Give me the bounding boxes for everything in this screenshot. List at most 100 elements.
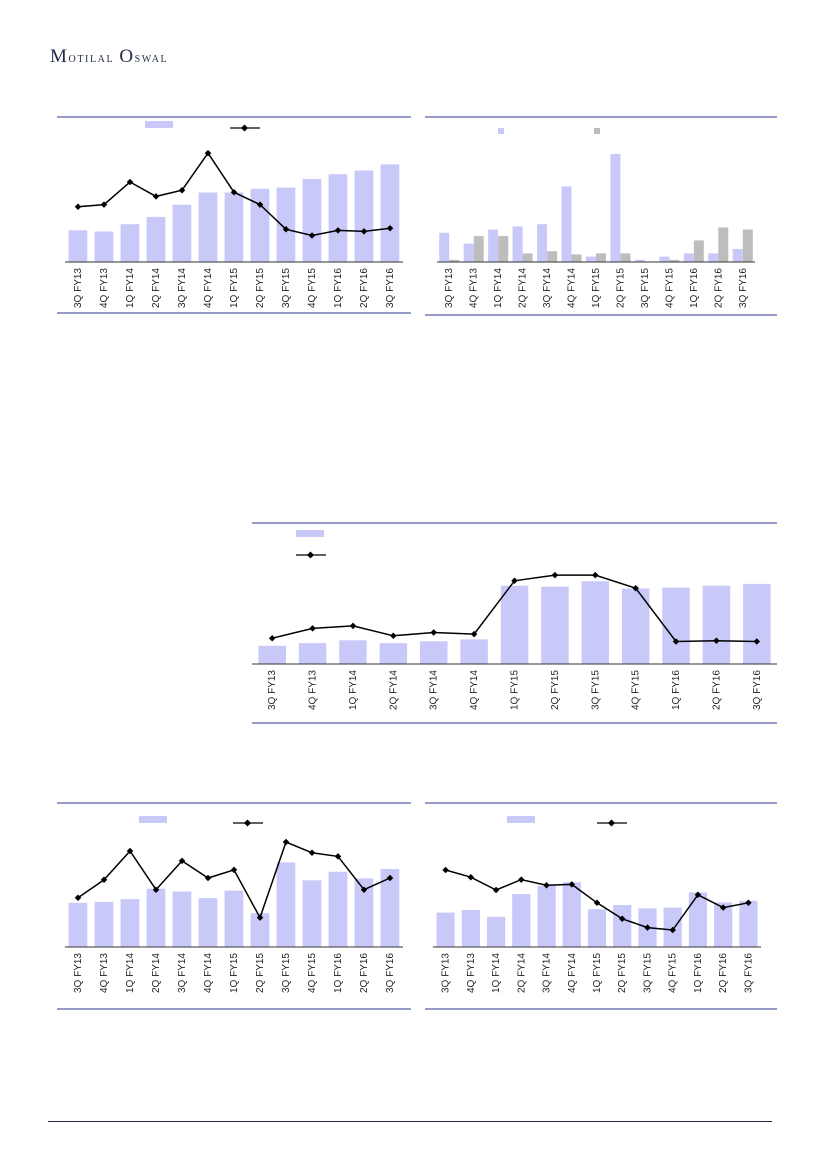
bar <box>460 639 488 664</box>
x-tick-label: 1Q FY16 <box>689 268 700 308</box>
x-tick-label: 2Q FY14 <box>151 953 162 993</box>
x-tick-label: 3Q FY15 <box>640 268 651 308</box>
line-point <box>467 873 475 881</box>
bar <box>659 256 670 262</box>
bar <box>702 585 731 664</box>
x-tick-label: 3Q FY15 <box>281 268 292 308</box>
x-tick-label: 4Q FY14 <box>567 953 578 993</box>
x-tick-label: 4Q FY14 <box>567 268 578 308</box>
bar <box>198 192 218 262</box>
line-point <box>492 886 500 894</box>
bar <box>339 640 367 664</box>
bar <box>380 164 400 262</box>
bar <box>581 581 609 664</box>
x-tick-label: 2Q FY15 <box>617 953 628 993</box>
x-tick-label: 2Q FY14 <box>151 268 162 308</box>
brand-initial-o: O <box>119 46 135 67</box>
legend-bar-swatch <box>296 530 324 537</box>
bar-secondary <box>596 253 606 262</box>
bar <box>487 916 506 947</box>
bar-secondary <box>449 259 460 262</box>
legend-bar-swatch <box>507 816 535 823</box>
x-tick-label: 2Q FY15 <box>255 268 266 308</box>
page-bottom-rule <box>48 1121 772 1122</box>
bar <box>561 186 572 262</box>
bar <box>708 253 719 262</box>
x-tick-label: 4Q FY13 <box>308 670 319 710</box>
bar <box>463 243 474 262</box>
bar <box>537 224 547 262</box>
bar <box>379 643 408 664</box>
bar-secondary <box>522 253 533 262</box>
x-tick-label: 4Q FY14 <box>469 670 480 710</box>
x-tick-label: 1Q FY15 <box>592 953 603 993</box>
x-tick-label: 2Q FY16 <box>359 268 370 308</box>
x-tick-label: 1Q FY14 <box>491 953 502 993</box>
bar <box>541 586 569 664</box>
bar <box>739 900 758 947</box>
bar <box>250 188 270 262</box>
bar-secondary <box>571 254 582 262</box>
bar <box>146 216 166 262</box>
x-tick-label: 3Q FY15 <box>281 953 292 993</box>
bar <box>613 905 632 947</box>
brand-word-2: swal <box>134 51 169 66</box>
x-tick-label: 4Q FY14 <box>203 953 214 993</box>
x-tick-label: 1Q FY14 <box>348 670 359 710</box>
line-point <box>430 629 437 636</box>
x-tick-label: 3Q FY13 <box>73 268 84 308</box>
bar <box>172 891 192 947</box>
x-tick-label: 3Q FY15 <box>643 953 654 993</box>
line-point <box>669 926 676 934</box>
x-tick-label: 4Q FY15 <box>668 953 679 993</box>
bar <box>276 862 296 947</box>
bar-secondary <box>547 251 558 262</box>
legend-line-marker <box>243 819 252 827</box>
bar <box>302 179 322 262</box>
bar <box>586 256 596 262</box>
x-tick-label: 2Q FY16 <box>359 953 370 993</box>
x-tick-label: 1Q FY16 <box>671 670 682 710</box>
bar <box>328 871 348 947</box>
x-tick-label: 4Q FY15 <box>307 953 318 993</box>
bar <box>461 910 480 947</box>
x-tick-label: 3Q FY15 <box>590 670 601 710</box>
bar <box>512 226 523 262</box>
bar <box>250 913 270 947</box>
line-point <box>386 874 394 882</box>
bar <box>94 901 114 947</box>
x-tick-label: 4Q FY15 <box>307 268 318 308</box>
x-tick-label: 2Q FY16 <box>718 953 729 993</box>
x-tick-label: 3Q FY16 <box>738 268 749 308</box>
bar <box>732 249 743 262</box>
line-point <box>592 571 599 579</box>
brand-logo: Motilal Oswal <box>50 46 168 68</box>
line-point <box>204 874 212 882</box>
bar <box>714 902 733 947</box>
bar <box>500 585 529 664</box>
bar <box>743 583 771 664</box>
x-tick-label: 2Q FY14 <box>516 953 527 993</box>
chart-5: 3Q FY13 4Q FY13 1Q FY14 2Q FY14 3Q FY14 4Q FY… <box>425 802 777 1010</box>
line-point <box>390 632 397 640</box>
line-point <box>551 571 559 579</box>
x-tick-label: 1Q FY14 <box>493 268 504 308</box>
x-tick-label: 3Q FY13 <box>267 670 278 710</box>
brand-word-1: otilal <box>68 51 115 66</box>
x-tick-label: 3Q FY13 <box>441 953 452 993</box>
brand-initial-m: M <box>50 46 69 67</box>
x-tick-label: 2Q FY15 <box>616 268 627 308</box>
bar <box>224 192 244 262</box>
x-tick-label: 4Q FY13 <box>466 953 477 993</box>
x-tick-label: 1Q FY15 <box>510 670 521 710</box>
x-tick-label: 1Q FY14 <box>125 953 136 993</box>
line-point <box>308 849 316 857</box>
bar <box>436 912 455 947</box>
x-tick-label: 1Q FY15 <box>229 953 240 993</box>
chart-4: 3Q FY13 4Q FY13 1Q FY14 2Q FY14 3Q FY14 4Q FY… <box>57 802 411 1010</box>
x-tick-label: 1Q FY15 <box>229 268 240 308</box>
bar <box>224 890 244 947</box>
x-tick-label: 1Q FY16 <box>693 953 704 993</box>
bar-secondary <box>473 236 484 262</box>
line-point <box>282 226 290 233</box>
